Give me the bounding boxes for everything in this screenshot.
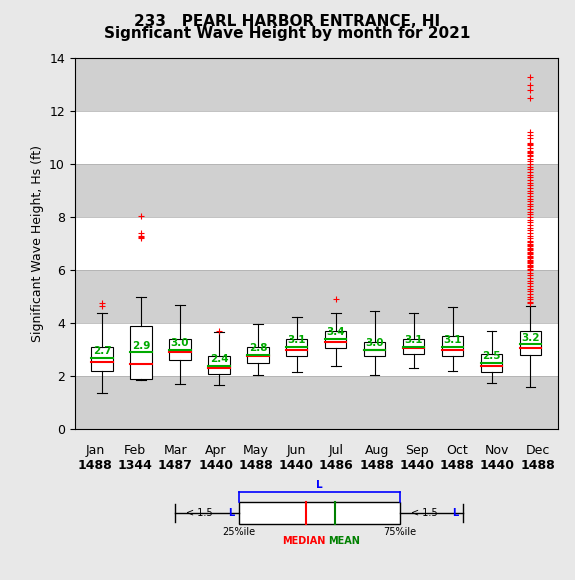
Text: Apr: Apr bbox=[205, 444, 227, 456]
Text: 3.1: 3.1 bbox=[443, 335, 462, 346]
Text: 2.5: 2.5 bbox=[482, 351, 501, 361]
Text: 3.2: 3.2 bbox=[522, 333, 540, 343]
Text: < 1.5: < 1.5 bbox=[411, 508, 440, 519]
Bar bbox=[91, 347, 113, 371]
Bar bbox=[131, 326, 152, 379]
Text: 2.9: 2.9 bbox=[132, 340, 150, 351]
Text: 3.0: 3.0 bbox=[171, 338, 189, 348]
Bar bbox=[75, 376, 558, 429]
Text: May: May bbox=[243, 444, 269, 456]
Bar bbox=[403, 339, 424, 354]
Text: 1440: 1440 bbox=[198, 459, 233, 472]
Text: 3.0: 3.0 bbox=[366, 338, 384, 348]
Text: Oct: Oct bbox=[446, 444, 468, 456]
Bar bbox=[75, 58, 558, 111]
Text: 3.1: 3.1 bbox=[288, 335, 306, 346]
Text: 1488: 1488 bbox=[520, 459, 555, 472]
Text: MEDIAN: MEDIAN bbox=[282, 536, 325, 546]
Text: Jul: Jul bbox=[329, 444, 344, 456]
Text: L: L bbox=[228, 508, 234, 519]
Text: 3.4: 3.4 bbox=[327, 328, 345, 338]
Text: 1440: 1440 bbox=[480, 459, 515, 472]
Bar bbox=[75, 164, 558, 217]
Text: Dec: Dec bbox=[526, 444, 550, 456]
Text: 1487: 1487 bbox=[158, 459, 193, 472]
Text: 2.8: 2.8 bbox=[248, 343, 267, 353]
Text: Signficant Wave Height by month for 2021: Signficant Wave Height by month for 2021 bbox=[104, 26, 471, 41]
Text: Jun: Jun bbox=[286, 444, 306, 456]
Text: 1440: 1440 bbox=[279, 459, 313, 472]
Bar bbox=[520, 331, 541, 355]
Text: Jan: Jan bbox=[85, 444, 105, 456]
Text: Feb: Feb bbox=[124, 444, 146, 456]
Bar bbox=[169, 339, 191, 360]
Text: 75%ile: 75%ile bbox=[383, 527, 416, 537]
Bar bbox=[481, 354, 502, 372]
Text: 1488: 1488 bbox=[78, 459, 112, 472]
Text: L: L bbox=[453, 508, 458, 519]
Text: 2.7: 2.7 bbox=[93, 346, 112, 356]
Bar bbox=[286, 339, 308, 356]
Text: 1488: 1488 bbox=[239, 459, 273, 472]
Text: Nov: Nov bbox=[485, 444, 509, 456]
Bar bbox=[208, 356, 229, 374]
Bar bbox=[442, 336, 463, 356]
Text: 3.1: 3.1 bbox=[404, 335, 423, 346]
Bar bbox=[364, 342, 385, 356]
Text: < 1.5: < 1.5 bbox=[186, 508, 216, 519]
Bar bbox=[247, 347, 269, 363]
Y-axis label: Significant Wave Height, Hs (ft): Significant Wave Height, Hs (ft) bbox=[30, 145, 44, 342]
Text: 25%ile: 25%ile bbox=[222, 527, 255, 537]
Bar bbox=[325, 331, 347, 349]
Text: Sep: Sep bbox=[405, 444, 429, 456]
Text: 1488: 1488 bbox=[440, 459, 474, 472]
Text: 1344: 1344 bbox=[118, 459, 152, 472]
Text: MEAN: MEAN bbox=[328, 536, 360, 546]
Text: 1488: 1488 bbox=[359, 459, 394, 472]
Text: 233   PEARL HARBOR ENTRANCE, HI: 233 PEARL HARBOR ENTRANCE, HI bbox=[135, 14, 440, 30]
Text: Mar: Mar bbox=[163, 444, 187, 456]
Text: 1440: 1440 bbox=[400, 459, 434, 472]
Text: 1486: 1486 bbox=[319, 459, 354, 472]
Bar bbox=[75, 270, 558, 323]
Text: 2.4: 2.4 bbox=[210, 354, 228, 364]
Text: Aug: Aug bbox=[365, 444, 389, 456]
Text: L: L bbox=[316, 480, 323, 490]
